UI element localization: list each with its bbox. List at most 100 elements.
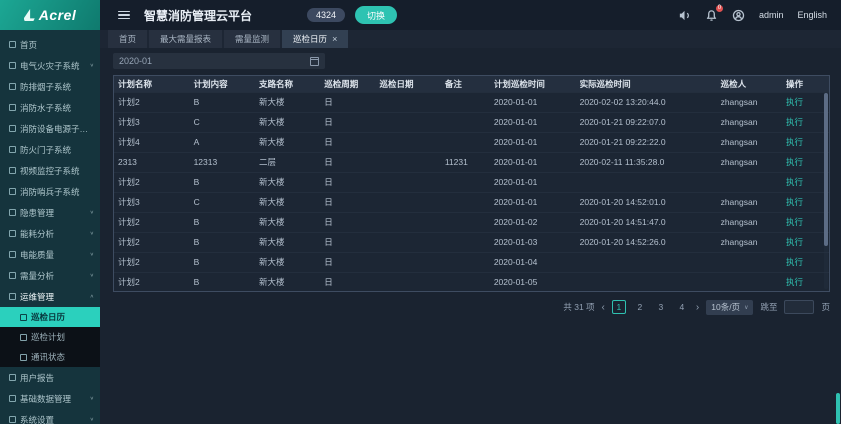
cell-action: 执行 <box>782 152 829 172</box>
language-switch[interactable]: English <box>797 10 827 20</box>
table-row: 计划3 C 新大楼 日 2020-01-01 2020-01-21 09:22:… <box>114 112 829 132</box>
cell-inspector: zhangsan <box>720 137 758 147</box>
speaker-icon[interactable] <box>678 9 691 22</box>
page-button-1[interactable]: 1 <box>611 300 626 314</box>
execute-link[interactable]: 执行 <box>785 137 803 147</box>
demand-analysis-icon <box>9 272 16 279</box>
page-scrollbar-thumb[interactable] <box>836 393 840 424</box>
cell-planned-time: 2020-01-02 <box>493 217 538 227</box>
col-patrol-cycle: 巡检周期 <box>324 78 359 89</box>
sidebar-item-power-quality[interactable]: 电能质量 ∨ <box>0 244 100 265</box>
sidebar-item-fire-water[interactable]: 消防水子系统 <box>0 97 100 118</box>
page-size-select[interactable]: 10条/页 ∨ <box>706 299 754 315</box>
acrel-sail-icon <box>23 9 35 21</box>
sidebar-menu: 首页 电气火灾子系统 ∨ 防排烟子系统 消防水子系统 消防设备电源子系统 防火门… <box>0 30 100 424</box>
execute-link[interactable]: 执行 <box>785 217 803 227</box>
execute-link[interactable]: 执行 <box>785 97 803 107</box>
table-scrollbar-thumb[interactable] <box>824 93 828 246</box>
next-page-icon[interactable]: › <box>695 301 700 313</box>
sidebar-item-base-data[interactable]: 基础数据管理 ∨ <box>0 388 100 409</box>
user-avatar-icon[interactable] <box>732 9 745 22</box>
execute-link[interactable]: 执行 <box>785 157 803 167</box>
prev-page-icon[interactable]: ‹ <box>601 301 605 313</box>
page-button-4[interactable]: 4 <box>679 302 685 312</box>
cell-branch-name: 新大楼 <box>258 197 285 207</box>
video-monitor-icon <box>9 167 16 174</box>
execute-link[interactable]: 执行 <box>785 237 803 247</box>
cell-patrol-cycle: 日 <box>324 237 333 247</box>
chevron-down-icon: ∨ <box>89 231 94 237</box>
execute-link[interactable]: 执行 <box>785 197 803 207</box>
cell-actual-time: 2020-02-02 13:20:44.0 <box>579 97 666 107</box>
cell-branch-name: 新大楼 <box>258 217 285 227</box>
cell-planned-time: 2020-01-01 <box>493 177 538 187</box>
month-picker[interactable] <box>113 53 325 69</box>
sidebar-item-fire-door[interactable]: 防火门子系统 <box>0 139 100 160</box>
sidebar-item-video-monitor[interactable]: 视频监控子系统 <box>0 160 100 181</box>
cell-planned-time: 2020-01-03 <box>493 237 538 247</box>
sidebar-subitem-comm-status[interactable]: 通讯状态 <box>0 347 100 367</box>
sidebar-item-fire-sentinel[interactable]: 消防哨兵子系统 <box>0 181 100 202</box>
bell-icon[interactable]: 0 <box>705 4 723 22</box>
cell-patrol-cycle: 日 <box>324 257 333 267</box>
cell-plan-name: 计划4 <box>118 137 140 147</box>
cell-plan-name: 计划2 <box>118 97 140 107</box>
brand-logo: Acrel <box>0 0 100 30</box>
execute-link[interactable]: 执行 <box>785 117 803 127</box>
cell-plan-name: 计划3 <box>118 117 140 127</box>
electrical-fire-icon <box>9 62 16 69</box>
fire-sentinel-icon <box>9 188 16 195</box>
collapse-menu-icon[interactable] <box>118 9 130 22</box>
page-button-3[interactable]: 3 <box>658 302 664 312</box>
sidebar-subitem-patrol-plan[interactable]: 巡检计划 <box>0 327 100 347</box>
sidebar-item-maintenance[interactable]: 运维管理 ∧ <box>0 286 100 307</box>
table-row: 计划2 B 新大楼 日 2020-01-03 2020-01-20 14:52:… <box>114 232 829 252</box>
switch-button[interactable]: 切换 <box>355 6 398 24</box>
sidebar-subitem-patrol-calendar[interactable]: 巡检日历 <box>0 307 100 327</box>
execute-link[interactable]: 执行 <box>785 257 803 267</box>
tab-max-demand-report[interactable]: 最大需量报表 <box>149 30 223 48</box>
cell-action: 执行 <box>782 232 829 252</box>
cell-note <box>441 212 490 232</box>
sidebar-item-smoke-exhaust[interactable]: 防排烟子系统 <box>0 76 100 97</box>
sidebar-item-power-supply[interactable]: 消防设备电源子系统 <box>0 118 100 139</box>
cell-patrol-cycle: 日 <box>324 197 333 207</box>
table-row: 2313 12313 二层 日 11231 2020-01-01 2020-02… <box>114 152 829 172</box>
sidebar-item-hazard-mgmt[interactable]: 隐患管理 ∨ <box>0 202 100 223</box>
table-row: 计划2 B 新大楼 日 2020-01-02 2020-01-20 14:51:… <box>114 212 829 232</box>
cell-plan-name: 计划2 <box>118 177 140 187</box>
page-button-2[interactable]: 2 <box>637 302 643 312</box>
sidebar-item-energy-analysis[interactable]: 能耗分析 ∨ <box>0 223 100 244</box>
sidebar-item-electrical-fire[interactable]: 电气火灾子系统 ∨ <box>0 55 100 76</box>
month-picker-input[interactable] <box>113 56 310 66</box>
maintenance-icon <box>9 293 16 300</box>
cell-patrol-date <box>375 112 440 132</box>
tab-home[interactable]: 首页 <box>108 30 148 48</box>
cell-note <box>441 232 490 252</box>
cell-planned-time: 2020-01-01 <box>493 117 538 127</box>
cell-patrol-cycle: 日 <box>324 157 333 167</box>
sidebar-item-home[interactable]: 首页 <box>0 34 100 55</box>
cell-plan-content: C <box>193 117 200 127</box>
cell-inspector <box>717 252 782 272</box>
execute-link[interactable]: 执行 <box>785 177 803 187</box>
sidebar-item-system-settings[interactable]: 系统设置 ∨ <box>0 409 100 424</box>
sidebar-item-demand-analysis[interactable]: 需量分析 ∨ <box>0 265 100 286</box>
table-scrollbar[interactable] <box>824 93 828 289</box>
cell-action: 执行 <box>782 172 829 192</box>
sidebar-item-user-report[interactable]: 用户报告 <box>0 367 100 388</box>
tab-patrol-calendar[interactable]: 巡检日历 × <box>282 30 349 48</box>
username-label[interactable]: admin <box>758 10 784 20</box>
tab-demand-monitor[interactable]: 需量监测 <box>224 30 281 48</box>
cell-patrol-cycle: 日 <box>324 217 333 227</box>
cell-action: 执行 <box>782 272 829 292</box>
page-title: 智慧消防管理云平台 <box>144 8 253 23</box>
chevron-down-icon: ∨ <box>89 273 94 279</box>
tab-bar: 首页 最大需量报表 需量监测 巡检日历 × <box>100 30 841 48</box>
jump-page-input[interactable] <box>784 300 815 314</box>
cell-inspector: zhangsan <box>720 157 758 167</box>
execute-link[interactable]: 执行 <box>785 277 803 288</box>
cell-patrol-cycle: 日 <box>324 117 333 127</box>
close-icon[interactable]: × <box>332 34 338 44</box>
